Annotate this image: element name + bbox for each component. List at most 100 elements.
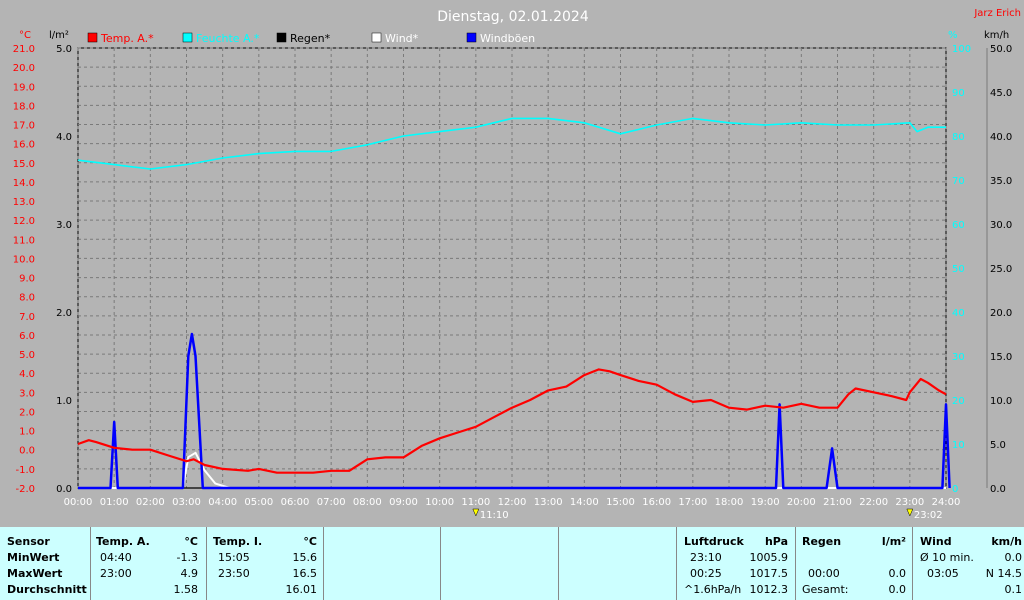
x-tick-label: 00:00 <box>64 497 93 508</box>
temp-a-min-time: 04:40 <box>100 551 132 564</box>
temp-tick-label: 12.0 <box>13 216 35 227</box>
x-tick-label: 15:00 <box>606 497 635 508</box>
stats-divider <box>90 527 91 600</box>
humidity-tick-label: 70 <box>952 176 965 187</box>
temp-tick-label: 15.0 <box>13 159 35 170</box>
grid <box>77 47 988 489</box>
chart-title: Dienstag, 02.01.2024 <box>437 9 589 25</box>
humidity-tick-label: 0 <box>952 484 958 495</box>
moon-icon <box>906 508 914 517</box>
axis-title-humidity: % <box>948 30 958 41</box>
pressure-unit: hPa <box>764 535 788 548</box>
stats-divider <box>440 527 441 600</box>
temp-a-min-value: -1.3 <box>176 551 198 564</box>
wind-tick-label: 45.0 <box>990 88 1012 99</box>
author-label: Jarz Erich <box>973 8 1021 19</box>
x-tick-label: 08:00 <box>353 497 382 508</box>
humidity-tick-label: 20 <box>952 396 965 407</box>
x-tick-label: 05:00 <box>244 497 273 508</box>
x-tick-label: 13:00 <box>534 497 563 508</box>
temp-i-average: 16.01 <box>285 583 318 596</box>
wind-tick-label: 25.0 <box>990 264 1012 275</box>
wind-tick-label: 20.0 <box>990 308 1012 319</box>
temp-i-max-value: 16.5 <box>292 567 318 580</box>
temp-tick-label: -2.0 <box>15 484 35 495</box>
legend: Temp. A.* Feuchte A.* Regen* Wind* Windböen <box>87 32 535 45</box>
x-tick-label: 12:00 <box>498 497 527 508</box>
x-tick-label: 16:00 <box>642 497 671 508</box>
temp-tick-label: 10.0 <box>13 254 35 265</box>
humidity-tick-label: 40 <box>952 308 965 319</box>
stats-divider <box>676 527 677 600</box>
row-label-max: MaxWert <box>7 567 63 580</box>
axis-ticks: 00:00 01:00 02:00 03:00 04:00 05:00 06:00 07:00… <box>13 44 1013 508</box>
wind-tick-label: 10.0 <box>990 396 1012 407</box>
temp-i-unit: °C <box>303 535 317 548</box>
temp-tick-label: 11.0 <box>13 235 35 246</box>
stats-divider <box>206 527 207 600</box>
legend-swatch <box>466 32 477 43</box>
rain-tick-label: 0.0 <box>56 484 72 495</box>
x-tick-label: 02:00 <box>136 497 165 508</box>
humidity-tick-label: 30 <box>952 352 965 363</box>
x-tick-label: 19:00 <box>751 497 780 508</box>
humidity-tick-label: 50 <box>952 264 965 275</box>
x-tick-label: 18:00 <box>715 497 744 508</box>
wind-max-value: N 14.5 <box>985 567 1022 580</box>
gust-series-line <box>78 332 951 490</box>
humidity-tick-label: 100 <box>952 44 971 55</box>
x-tick-label: 10:00 <box>425 497 454 508</box>
weather-chart: Dienstag, 02.01.2024 Jarz Erich °C l/m² … <box>0 0 1024 527</box>
temp-i-max-time: 23:50 <box>218 567 250 580</box>
temp-tick-label: 9.0 <box>19 274 35 285</box>
rain-tick-label: 5.0 <box>56 44 72 55</box>
x-tick-label: 23:00 <box>895 497 924 508</box>
x-tick-label: 17:00 <box>678 497 707 508</box>
axis-title-rain: l/m² <box>49 30 69 41</box>
rain-tick-label: 3.0 <box>56 220 72 231</box>
temp-i-header: Temp. I. <box>213 535 263 548</box>
rain-tick-label: 2.0 <box>56 308 72 319</box>
stats-divider <box>323 527 324 600</box>
x-tick-label: 21:00 <box>823 497 852 508</box>
humidity-series-line <box>77 117 946 170</box>
temp-tick-label: -1.0 <box>15 465 35 476</box>
legend-label: Wind* <box>385 32 419 45</box>
temp-a-header: Temp. A. <box>96 535 150 548</box>
wind-tick-label: 50.0 <box>990 44 1012 55</box>
x-tick-label: 20:00 <box>787 497 816 508</box>
x-tick-label: 01:00 <box>100 497 129 508</box>
rain-total-label: Gesamt: <box>802 583 849 596</box>
pressure-header: Luftdruck <box>684 535 744 548</box>
x-tick-label: 22:00 <box>859 497 888 508</box>
wind-tick-label: 0.0 <box>990 484 1006 495</box>
event-markers: 11:10 23:02 <box>472 508 943 521</box>
temp-tick-label: 13.0 <box>13 197 35 208</box>
wind-header: Wind <box>920 535 952 548</box>
temp-tick-label: 21.0 <box>13 44 35 55</box>
legend-swatch <box>182 32 193 43</box>
rain-total-value: 0.0 <box>888 583 907 596</box>
legend-label: Temp. A.* <box>100 32 154 45</box>
temp-tick-label: 0.0 <box>19 446 35 457</box>
x-tick-label: 07:00 <box>317 497 346 508</box>
wind-min-label: Ø 10 min. <box>920 551 974 564</box>
stats-divider <box>795 527 796 600</box>
legend-label: Feuchte A.* <box>196 32 260 45</box>
temp-tick-label: 5.0 <box>19 350 35 361</box>
axis-title-temp: °C <box>19 30 31 41</box>
row-label-min: MinWert <box>7 551 60 564</box>
statistics-panel: Sensor MinWert MaxWert Durchschnitt Temp… <box>0 527 1024 600</box>
legend-label: Regen* <box>290 32 331 45</box>
temp-a-max-value: 4.9 <box>180 567 199 580</box>
temp-tick-label: 16.0 <box>13 140 35 151</box>
wind-min-value: 0.0 <box>1004 551 1023 564</box>
temp-i-min-value: 15.6 <box>292 551 318 564</box>
legend-label: Windböen <box>480 32 535 45</box>
temp-series-line <box>77 368 947 474</box>
humidity-tick-label: 80 <box>952 132 965 143</box>
wind-tick-label: 40.0 <box>990 132 1012 143</box>
pressure-max-value: 1017.5 <box>749 567 789 580</box>
pressure-min-value: 1005.9 <box>749 551 789 564</box>
